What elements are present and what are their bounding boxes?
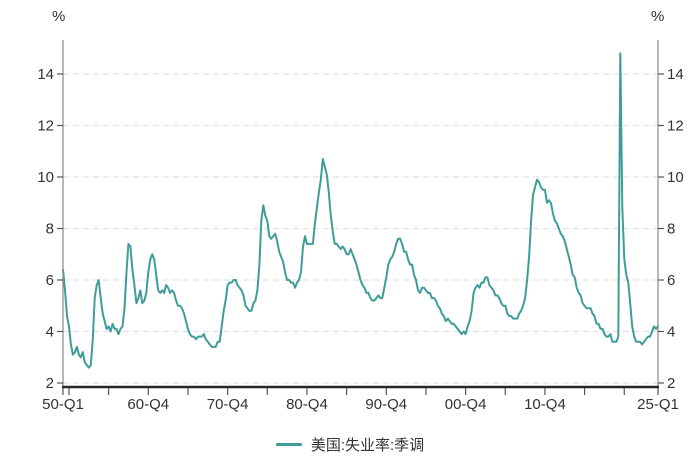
y-tick-label-right: 12	[667, 118, 684, 135]
y-tick-label-left: 14	[37, 66, 54, 83]
x-tick-label: 50-Q1	[42, 396, 84, 413]
y-tick-label-left: 4	[46, 324, 54, 341]
y-tick-label-right: 8	[667, 221, 675, 238]
legend: 美国:失业率:季调	[0, 434, 700, 455]
x-tick-label: 25-Q1	[637, 396, 679, 413]
y-tick-label-right: 6	[667, 272, 675, 289]
x-tick-label: 70-Q4	[207, 396, 249, 413]
x-tick-label: 00-Q4	[445, 396, 487, 413]
y-tick-label-right: 14	[667, 66, 684, 83]
y-tick-label-right: 2	[667, 375, 675, 392]
y-tick-label-right: 10	[667, 169, 684, 186]
x-tick-label: 80-Q4	[286, 396, 328, 413]
legend-series-label: 美国:失业率:季调	[310, 437, 425, 454]
y-tick-label-left: 2	[46, 375, 54, 392]
y-tick-label-left: 10	[37, 169, 54, 186]
x-tick-label: 90-Q4	[365, 396, 407, 413]
y-tick-label-right: 4	[667, 324, 675, 341]
y-tick-label-left: 12	[37, 118, 54, 135]
x-tick-label: 10-Q4	[524, 396, 566, 413]
y-tick-label-left: 8	[46, 221, 54, 238]
series-line-unemployment	[62, 52, 659, 369]
y-axis-unit-left: %	[52, 8, 66, 25]
x-tick-label: 60-Q4	[127, 396, 169, 413]
y-tick-label-left: 6	[46, 272, 54, 289]
y-axis-unit-right: %	[651, 8, 665, 25]
legend-line-swatch	[275, 443, 302, 446]
